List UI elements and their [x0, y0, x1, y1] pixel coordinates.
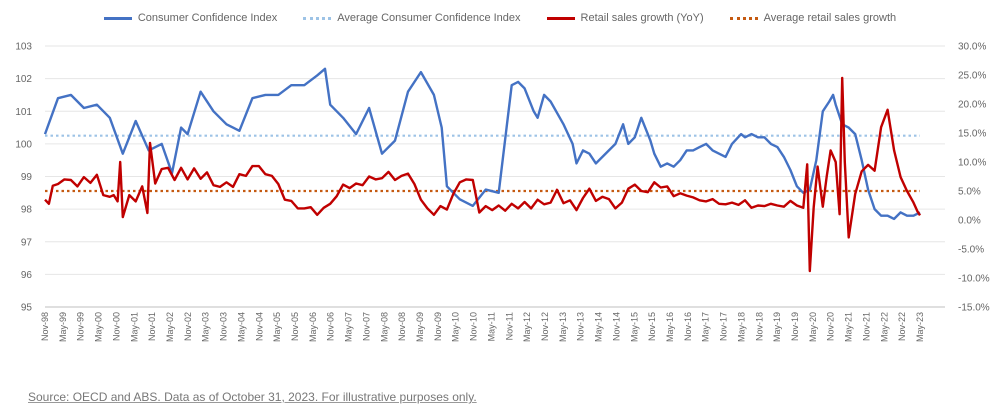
- y-right-tick-label: 15.0%: [958, 129, 986, 140]
- x-tick-label: May-05: [272, 312, 282, 342]
- x-tick-label: May-18: [736, 312, 746, 342]
- y-right-tick-label: 30.0%: [958, 42, 986, 53]
- x-tick-label: Nov-21: [861, 312, 871, 341]
- legend-item-cci: Consumer Confidence Index: [103, 8, 278, 28]
- y-right-tick-label: 10.0%: [958, 158, 986, 169]
- legend-item-retail: Retail sales growth (YoY): [546, 8, 704, 28]
- legend-label-retail-average: Average retail sales growth: [763, 12, 897, 24]
- x-tick-label: May-08: [379, 312, 389, 342]
- x-tick-label: Nov-19: [790, 312, 800, 341]
- cci-line: [43, 67, 921, 221]
- y-right-tick-label: -5.0%: [958, 245, 984, 256]
- x-tick-label: May-11: [486, 312, 496, 341]
- y-left-tick-label: 98: [21, 205, 33, 216]
- x-tick-label: Nov-16: [683, 312, 693, 341]
- x-tick-label: Nov-15: [647, 312, 657, 341]
- y-right-tick-label: 25.0%: [958, 71, 986, 82]
- x-tick-label: May-00: [94, 312, 104, 342]
- legend-label-retail: Retail sales growth (YoY): [580, 12, 704, 24]
- x-tick-label: May-06: [308, 312, 318, 342]
- x-tick-label: May-09: [415, 312, 425, 342]
- legend-swatch-retail: [546, 16, 575, 20]
- x-tick-label: May-15: [629, 312, 639, 342]
- x-tick-label: May-21: [844, 312, 854, 342]
- x-tick-label: May-16: [665, 312, 675, 342]
- x-tick-label: May-04: [236, 312, 246, 342]
- legend-label-cci-average: Average Consumer Confidence Index: [337, 12, 521, 24]
- x-tick-label: May-99: [58, 312, 68, 342]
- y-left-tick-label: 97: [21, 237, 33, 248]
- x-tick-label: May-23: [915, 312, 925, 342]
- y-right-tick-label: 5.0%: [958, 187, 981, 198]
- y-right-tick-label: -10.0%: [958, 274, 990, 285]
- x-tick-label: May-03: [201, 312, 211, 342]
- y-right-tick-label: 20.0%: [958, 100, 986, 111]
- x-tick-label: Nov-00: [111, 312, 121, 341]
- x-tick-label: May-22: [879, 312, 889, 342]
- legend-label-cci: Consumer Confidence Index: [137, 12, 278, 24]
- x-tick-label: May-10: [451, 312, 461, 342]
- x-tick-label: May-07: [344, 312, 354, 342]
- x-tick-label: Nov-07: [361, 312, 371, 341]
- x-tick-label: May-02: [165, 312, 175, 342]
- source-note: Source: OECD and ABS. Data as of October…: [28, 390, 477, 404]
- x-tick-label: Nov-02: [183, 312, 193, 341]
- legend-swatch-cci-average: [303, 16, 332, 20]
- y-left-tick-label: 101: [15, 107, 32, 118]
- x-tick-label: Nov-05: [290, 312, 300, 341]
- x-tick-label: May-20: [808, 312, 818, 342]
- legend-item-cci-average: Average Consumer Confidence Index: [303, 8, 521, 28]
- x-tick-label: Nov-10: [469, 312, 479, 341]
- x-tick-label: Nov-11: [504, 312, 514, 340]
- x-tick-label: May-12: [522, 312, 532, 342]
- x-tick-label: Nov-14: [611, 312, 621, 341]
- y-left-tick-label: 95: [21, 303, 33, 314]
- chart-legend: Consumer Confidence Index Average Consum…: [0, 8, 1000, 28]
- y-left-tick-label: 103: [15, 42, 32, 53]
- x-tick-label: Nov-18: [754, 312, 764, 341]
- x-tick-label: Nov-99: [76, 312, 86, 341]
- y-left-tick-label: 102: [15, 74, 32, 85]
- legend-swatch-retail-average: [729, 16, 758, 20]
- y-right-tick-label: -15.0%: [958, 303, 990, 314]
- x-tick-label: May-19: [772, 312, 782, 342]
- x-tick-label: Nov-12: [540, 312, 550, 341]
- y-left-tick-label: 100: [15, 139, 32, 150]
- x-tick-label: Nov-13: [576, 312, 586, 341]
- retail-growth-line: [44, 76, 922, 273]
- x-tick-label: May-17: [701, 312, 711, 342]
- x-tick-label: Nov-08: [397, 312, 407, 341]
- x-tick-label: Nov-20: [826, 312, 836, 341]
- y-left-tick-label: 99: [21, 172, 33, 183]
- legend-swatch-cci: [103, 16, 132, 20]
- x-tick-label: Nov-04: [254, 312, 264, 341]
- legend-item-retail-average: Average retail sales growth: [729, 8, 897, 28]
- x-tick-label: Nov-22: [897, 312, 907, 341]
- x-tick-label: May-13: [558, 312, 568, 342]
- x-tick-label: May-14: [594, 312, 604, 342]
- y-left-tick-label: 96: [21, 270, 33, 281]
- x-tick-label: Nov-03: [219, 312, 229, 341]
- x-tick-label: Nov-06: [326, 312, 336, 341]
- x-tick-label: Nov-01: [147, 312, 157, 341]
- x-tick-label: Nov-98: [40, 312, 50, 341]
- x-tick-label: May-01: [129, 312, 139, 342]
- y-right-tick-label: 0.0%: [958, 216, 981, 227]
- x-tick-label: Nov-17: [719, 312, 729, 341]
- x-tick-label: Nov-09: [433, 312, 443, 341]
